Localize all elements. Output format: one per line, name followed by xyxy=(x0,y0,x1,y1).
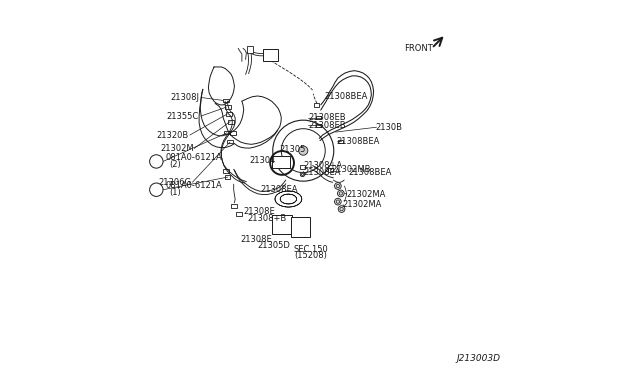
Circle shape xyxy=(150,155,163,168)
Text: B: B xyxy=(154,157,159,166)
Text: 21355C: 21355C xyxy=(167,112,199,121)
Circle shape xyxy=(299,146,308,155)
FancyBboxPatch shape xyxy=(225,175,230,179)
Text: FRONT: FRONT xyxy=(404,44,433,53)
Text: 21308EA: 21308EA xyxy=(303,169,340,177)
Text: 21308BEA: 21308BEA xyxy=(348,169,391,177)
FancyBboxPatch shape xyxy=(225,131,230,134)
Text: 081A0-6121A: 081A0-6121A xyxy=(166,153,222,162)
Text: 21308EA: 21308EA xyxy=(260,185,298,194)
FancyBboxPatch shape xyxy=(291,217,310,237)
FancyBboxPatch shape xyxy=(264,49,278,61)
Text: 21308E: 21308E xyxy=(244,207,275,216)
Text: J213003D: J213003D xyxy=(456,354,500,363)
FancyBboxPatch shape xyxy=(223,169,229,173)
FancyBboxPatch shape xyxy=(273,156,291,168)
Text: 21308BEA: 21308BEA xyxy=(324,92,368,101)
FancyBboxPatch shape xyxy=(227,140,233,143)
Text: B: B xyxy=(154,185,159,194)
Text: 21320B: 21320B xyxy=(157,131,189,140)
Circle shape xyxy=(335,183,341,189)
Text: 21308J: 21308J xyxy=(170,93,199,102)
Text: 21302M: 21302M xyxy=(160,144,193,153)
Circle shape xyxy=(338,206,345,212)
FancyBboxPatch shape xyxy=(232,203,237,208)
FancyBboxPatch shape xyxy=(225,105,231,109)
FancyBboxPatch shape xyxy=(223,99,229,102)
Text: 21304: 21304 xyxy=(249,156,275,165)
Text: 21305D: 21305D xyxy=(257,241,290,250)
FancyBboxPatch shape xyxy=(273,215,292,234)
Text: SEC.150: SEC.150 xyxy=(294,245,329,254)
Text: 21302MA: 21302MA xyxy=(346,190,385,199)
Text: 21308EB: 21308EB xyxy=(308,113,346,122)
Text: 21305: 21305 xyxy=(279,145,305,154)
FancyBboxPatch shape xyxy=(247,46,253,53)
FancyBboxPatch shape xyxy=(230,131,236,135)
Circle shape xyxy=(300,172,305,177)
FancyBboxPatch shape xyxy=(328,168,333,172)
Text: (15208): (15208) xyxy=(294,251,327,260)
Text: 21308E: 21308E xyxy=(241,235,273,244)
Circle shape xyxy=(150,183,163,196)
Text: 21306G: 21306G xyxy=(159,178,191,187)
FancyBboxPatch shape xyxy=(316,116,321,119)
Circle shape xyxy=(337,190,344,197)
Text: 21308BEA: 21308BEA xyxy=(337,137,380,146)
Text: 21308EB: 21308EB xyxy=(308,121,346,130)
FancyBboxPatch shape xyxy=(314,103,319,107)
Text: 21302MB: 21302MB xyxy=(331,165,371,174)
Text: 2130B: 2130B xyxy=(376,123,403,132)
FancyBboxPatch shape xyxy=(300,164,305,169)
FancyBboxPatch shape xyxy=(236,212,241,216)
Text: (1): (1) xyxy=(169,188,180,197)
FancyBboxPatch shape xyxy=(226,112,232,116)
Text: 21302MA: 21302MA xyxy=(342,200,381,209)
Text: 21308+A: 21308+A xyxy=(303,161,342,170)
Text: (2): (2) xyxy=(169,160,180,169)
Circle shape xyxy=(335,198,341,205)
Text: 21308+B: 21308+B xyxy=(248,214,287,223)
Text: 081A0-6121A: 081A0-6121A xyxy=(166,182,222,190)
FancyBboxPatch shape xyxy=(316,124,321,127)
FancyBboxPatch shape xyxy=(228,120,234,124)
FancyBboxPatch shape xyxy=(338,140,344,143)
